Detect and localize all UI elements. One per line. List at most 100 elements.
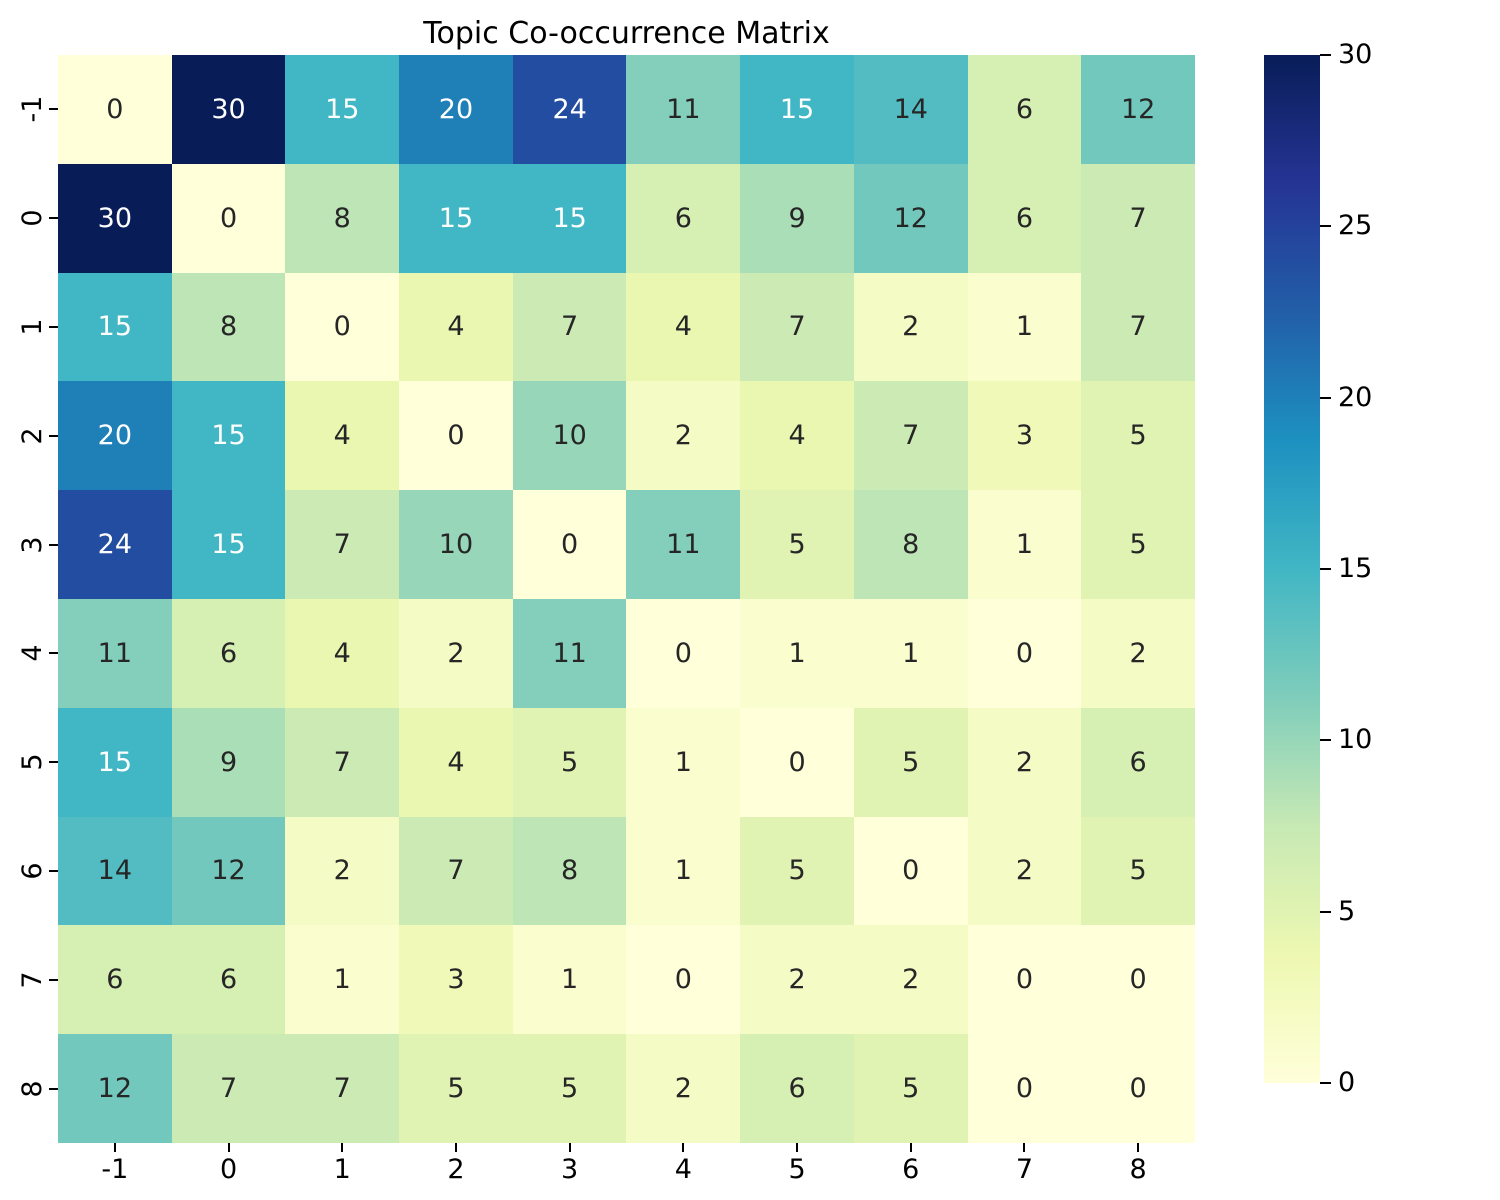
heatmap-cell: 12 [1081,55,1195,164]
heatmap-cell: 7 [512,272,627,382]
y-axis-tick-label: 7 [17,971,48,989]
heatmap-cell: 1 [967,490,1082,599]
heatmap-cell: 2 [626,1034,741,1143]
x-axis-tick-label: 4 [674,1154,692,1185]
heatmap-cell: 30 [171,55,286,164]
heatmap-cell: 2 [967,707,1082,817]
heatmap-cell: 4 [399,272,513,382]
y-axis-tick-label: 2 [17,427,48,445]
heatmap-cell: 5 [740,490,854,599]
heatmap-cell: 1 [626,816,741,926]
y-axis-tick-mark [49,870,58,872]
heatmap-cell: 5 [1081,381,1195,491]
x-axis-tick-mark [796,1143,799,1152]
heatmap-cell: 5 [512,707,627,817]
colorbar-tick-mark [1320,225,1331,228]
heatmap-cell: 6 [1081,707,1195,817]
x-axis-tick-mark [454,1143,457,1152]
heatmap-cell: 8 [285,163,400,273]
heatmap-cell: 12 [171,816,286,926]
heatmap-cell: 30 [58,163,172,273]
y-axis-tick-label: 3 [17,536,48,554]
colorbar-tick-mark [1320,54,1331,56]
x-axis-tick-mark [1023,1143,1026,1152]
heatmap-cell: 0 [967,1034,1082,1143]
heatmap-cell: 24 [58,490,172,599]
x-axis-tick-label: 5 [788,1154,806,1185]
heatmap-cell: 11 [626,490,741,599]
heatmap-cell: 6 [967,163,1082,273]
heatmap-cell: 7 [285,1034,400,1143]
heatmap-cell: 12 [58,1034,172,1143]
chart-title: Topic Co-occurrence Matrix [423,16,830,51]
y-axis-tick-label: -1 [17,95,48,123]
x-axis-tick-mark [568,1143,571,1152]
heatmap-cell: 12 [853,163,968,273]
heatmap-cell: 2 [967,816,1082,926]
heatmap-cell: 9 [740,163,854,273]
heatmap-cell: 2 [853,272,968,382]
y-axis-tick-label: 4 [17,644,48,662]
colorbar-tick-mark [1320,396,1331,399]
heatmap-cell: 5 [740,816,854,926]
y-axis-tick-mark [49,217,58,220]
heatmap-cell: 6 [626,163,741,273]
heatmap-cell: 9 [171,707,286,817]
heatmap-cell: 5 [512,1034,627,1143]
heatmap-cell: 0 [1081,1034,1195,1143]
heatmap-cell: 3 [399,925,513,1035]
heatmap-cell: 5 [399,1034,513,1143]
y-axis-tick-label: 6 [17,862,48,880]
heatmap-cell: 4 [399,707,513,817]
colorbar-tick-label: 20 [1338,381,1373,413]
heatmap-cell: 15 [58,272,172,382]
x-axis-tick-label: 0 [219,1154,238,1185]
x-axis-tick-mark [682,1143,685,1152]
heatmap-cell: 4 [285,381,400,491]
x-axis-tick-label: 2 [447,1154,465,1185]
heatmap-cell: 14 [58,816,172,926]
heatmap-cell: 0 [967,925,1082,1035]
y-axis-tick-label: 0 [17,209,48,227]
y-axis-tick-mark [49,434,58,437]
heatmap-cell: 10 [512,381,627,491]
heatmap-cell: 5 [853,707,968,817]
heatmap-cell: 2 [1081,599,1195,708]
y-axis-tick-mark [49,978,58,981]
heatmap-cell: 2 [399,599,513,708]
colorbar-tick-label: 25 [1338,210,1373,242]
heatmap-cell: 15 [740,55,854,164]
heatmap-cell: 15 [285,55,400,164]
heatmap-cell: 6 [171,599,286,708]
x-axis-tick-label: 6 [902,1154,920,1185]
colorbar-tick-mark [1320,739,1331,742]
heatmap-cell: 10 [399,490,513,599]
x-axis-tick-label: 8 [1129,1154,1147,1185]
heatmap-cell: 7 [285,490,400,599]
heatmap-cell: 0 [1081,925,1195,1035]
y-axis-tick-label: 5 [17,753,48,771]
heatmap-cell: 0 [285,272,400,382]
heatmap-cell: 15 [399,163,513,273]
heatmap-cell: 1 [967,272,1082,382]
x-axis-tick-mark [227,1143,230,1152]
x-axis-tick-label: 1 [333,1154,351,1185]
heatmap-cell: 7 [1081,272,1195,382]
y-axis-tick-mark [49,652,58,655]
heatmap-cell: 0 [967,599,1082,708]
heatmap-cell: 1 [626,707,741,817]
colorbar-gradient [1264,55,1320,1083]
colorbar-tick-label: 30 [1338,39,1373,70]
heatmap-cell: 0 [58,55,172,164]
y-axis-tick-mark [49,1087,58,1090]
heatmap-cell: 5 [853,1034,968,1143]
heatmap-cell: 0 [626,599,741,708]
heatmap-cell: 2 [285,816,400,926]
x-axis-tick-label: 3 [561,1154,579,1185]
heatmap-cell: 7 [853,381,968,491]
y-axis-tick-label: 1 [17,318,48,336]
heatmap-cell: 6 [967,55,1082,164]
heatmap-cell: 2 [740,925,854,1035]
heatmap-cell: 4 [626,272,741,382]
